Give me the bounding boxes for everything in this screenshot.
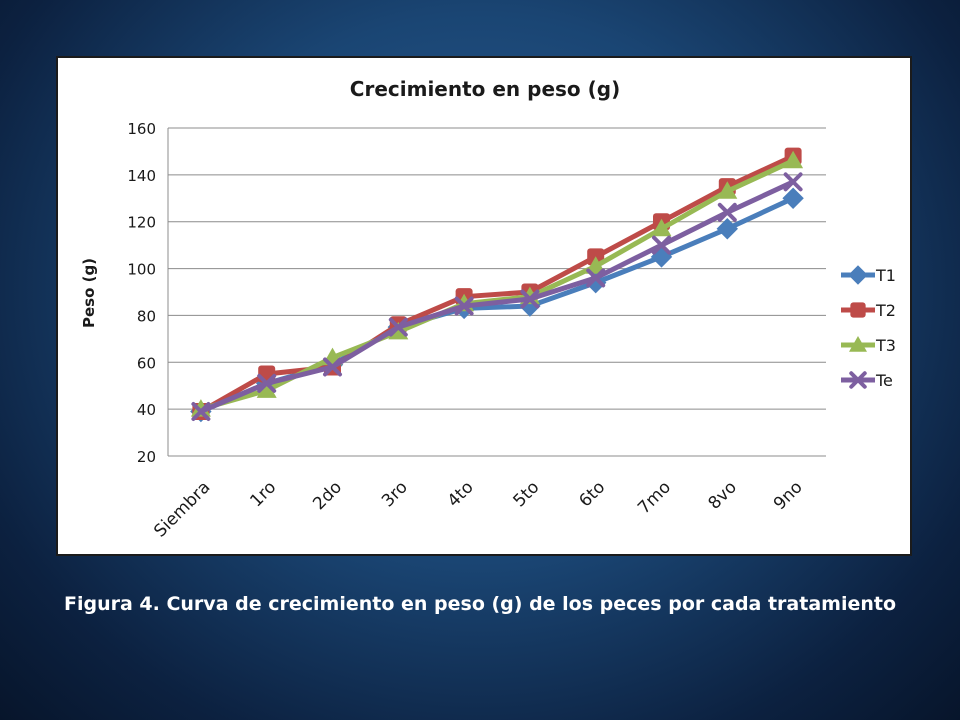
y-tick-label: 60: [137, 354, 156, 372]
data-point: [191, 401, 211, 421]
y-tick-label: 80: [137, 307, 156, 325]
legend-marker: [848, 265, 868, 285]
legend-item: T1: [841, 265, 896, 285]
data-point: [586, 268, 606, 288]
chart-title: Crecimiento en peso (g): [350, 77, 620, 101]
figure-caption: Figura 4. Curva de crecimiento en peso (…: [63, 593, 897, 615]
x-tick-label: 1ro: [246, 477, 280, 511]
data-point: [651, 218, 672, 237]
data-point: [190, 399, 211, 417]
data-point: [716, 218, 739, 240]
data-point: [717, 181, 738, 199]
x-tick-label: 3ro: [378, 477, 412, 511]
y-axis-ticks: 20 40 60 80 100 120 140 160: [127, 120, 156, 466]
data-point: [717, 202, 737, 222]
legend-marker: [849, 371, 867, 389]
x-tick-label: 4to: [444, 477, 478, 511]
data-point: [652, 235, 671, 255]
x-axis-ticks: Siembra 1ro 2do 3ro 4to 5to 6to 7mo 8vo 9no: [150, 477, 806, 541]
data-point: [585, 256, 606, 274]
series-group: [190, 147, 804, 423]
gridlines: [167, 127, 826, 457]
series-line: [199, 179, 795, 414]
legend-item: T3: [841, 336, 896, 355]
legend-item: T2: [841, 301, 896, 320]
y-tick-label: 120: [127, 214, 156, 232]
legend-label: T1: [875, 266, 896, 285]
y-axis-label: Peso (g): [80, 258, 98, 328]
x-tick-label: 5to: [510, 477, 544, 511]
data-point: [520, 289, 540, 309]
chart-frame: Crecimiento en peso (g) Peso (g) 20 40 60 8…: [56, 56, 912, 556]
data-point: [782, 187, 804, 209]
legend-label: T3: [875, 336, 896, 355]
y-tick-label: 40: [137, 401, 156, 419]
y-tick-label: 160: [127, 120, 156, 138]
legend-marker: [849, 336, 867, 352]
x-tick-label: 6to: [575, 477, 609, 511]
data-point: [323, 357, 342, 377]
x-tick-label: 2do: [309, 477, 346, 514]
y-tick-label: 20: [137, 448, 156, 466]
x-tick-label: 7mo: [634, 477, 675, 518]
legend-item: Te: [841, 371, 893, 390]
x-tick-label: 9no: [770, 477, 807, 514]
legend: T1 T2 T3 Te: [841, 265, 896, 390]
data-point: [256, 380, 277, 398]
line-chart: Crecimiento en peso (g) Peso (g) 20 40 60 8…: [80, 77, 896, 542]
data-point: [783, 172, 803, 192]
data-point: [454, 296, 474, 316]
legend-label: Te: [875, 371, 893, 390]
series-line: [199, 153, 795, 414]
data-point: [257, 373, 277, 393]
y-tick-label: 100: [127, 261, 156, 279]
series-Te: [191, 172, 803, 421]
legend-label: T2: [875, 301, 896, 320]
data-point: [388, 317, 408, 337]
x-tick-label: 8vo: [705, 477, 741, 513]
x-tick-label: Siembra: [150, 477, 214, 541]
legend-marker: [850, 302, 866, 318]
data-point: [783, 150, 804, 169]
y-tick-label: 140: [127, 167, 156, 185]
